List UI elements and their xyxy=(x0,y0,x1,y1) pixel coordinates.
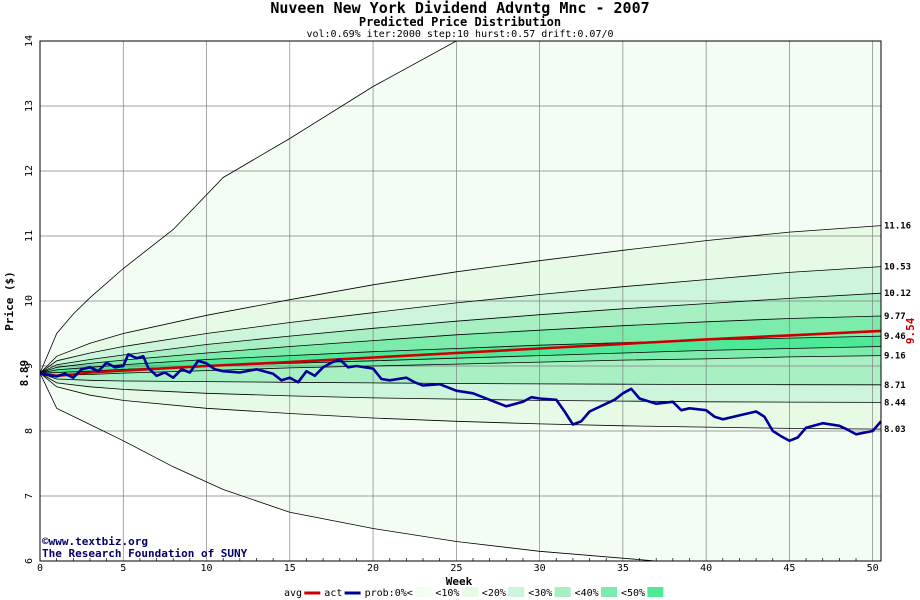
legend-label-4: <20% xyxy=(482,588,506,599)
chart-title: Nuveen New York Dividend Advntg Mnc - 20… xyxy=(270,0,649,17)
y-tick-label-6: 12 xyxy=(24,165,35,177)
legend-label-1: act xyxy=(324,588,342,599)
y-tick-label-5: 11 xyxy=(24,230,35,242)
y-tick-label-8: 14 xyxy=(24,35,35,47)
percentile-label-0: 11.16 xyxy=(884,222,911,232)
y-tick-label-4: 10 xyxy=(24,295,35,307)
band-lower-line-0 xyxy=(39,372,881,562)
y-tick-label-0: 6 xyxy=(24,558,35,564)
band-lower-line-3 xyxy=(39,372,882,386)
percentile-label-6: 8.71 xyxy=(884,381,906,391)
chart-params: vol:0.69% iter:2000 step:10 hurst:0.57 d… xyxy=(306,29,613,40)
legend-label-0: avg xyxy=(284,588,302,599)
y-tick-label-1: 7 xyxy=(24,493,35,499)
y-tick-label-3: 9 xyxy=(24,363,35,369)
band-lower-line-4 xyxy=(39,355,882,376)
band-lower-line-2 xyxy=(39,372,882,403)
x-axis-ticks: 0 5 10 15 20 25 30 35 40 45 50 xyxy=(37,558,879,574)
legend-swatch-4 xyxy=(508,587,525,597)
x-tick-label-1: 5 xyxy=(120,563,126,574)
x-tick-label-6: 30 xyxy=(534,563,546,574)
x-tick-label-9: 45 xyxy=(783,563,795,574)
band-lower-line-1 xyxy=(39,372,882,430)
legend-label-3: <10% xyxy=(435,588,459,599)
percentile-label-1: 10.53 xyxy=(884,263,911,273)
legend-swatch-3 xyxy=(461,587,478,597)
x-tick-label-3: 15 xyxy=(284,563,296,574)
percentile-label-3: 9.77 xyxy=(884,312,906,322)
percentile-label-7: 8.44 xyxy=(884,398,906,408)
x-tick-label-4: 20 xyxy=(367,563,379,574)
band-boundary-lines xyxy=(39,40,882,562)
series-line-act xyxy=(39,352,882,443)
legend-label-5: <30% xyxy=(528,588,552,599)
series-lines xyxy=(39,329,882,443)
band-upper-line-1 xyxy=(39,225,882,374)
percentile-label-2: 10.12 xyxy=(884,289,911,299)
percentile-label-8: 8.03 xyxy=(884,425,906,435)
end-price-label: 9.54 xyxy=(904,317,917,344)
x-tick-label-0: 0 xyxy=(37,563,43,574)
y-tick-label-7: 13 xyxy=(24,100,35,112)
percentile-label-5: 9.16 xyxy=(884,352,906,362)
band-upper-line-0 xyxy=(39,40,881,374)
credit-organization: The Research Foundation of SUNY xyxy=(42,547,248,560)
legend-swatch-6 xyxy=(601,587,617,597)
chart-subtitle: Predicted Price Distribution xyxy=(359,15,561,29)
x-tick-label-7: 35 xyxy=(617,563,629,574)
y-tick-label-2: 8 xyxy=(24,428,35,434)
x-tick-label-8: 40 xyxy=(700,563,712,574)
x-tick-label-10: 50 xyxy=(867,563,879,574)
legend-label-7: <50% xyxy=(621,588,645,599)
band-upper-line-3 xyxy=(39,292,882,374)
plot-frame xyxy=(39,40,882,562)
legend-swatch-5 xyxy=(554,587,571,597)
percentile-labels: 11.16 10.53 10.12 9.77 9.46 9.16 8.71 8.44 8.03 xyxy=(884,222,911,435)
percentile-label-4: 9.46 xyxy=(884,332,906,342)
legend-swatch-7 xyxy=(647,587,664,597)
x-axis-label: Week xyxy=(446,575,473,588)
x-tick-label-2: 10 xyxy=(201,563,213,574)
x-tick-label-5: 25 xyxy=(450,563,462,574)
legend-swatch-2 xyxy=(415,587,432,597)
legend: avg act prob:0%< <10% <20% <30% <40% <50% xyxy=(284,587,664,599)
credit-website: ©www.textbiz.org xyxy=(42,535,148,548)
y-axis-label: Price ($) xyxy=(3,271,16,331)
band-upper-line-4 xyxy=(39,315,882,374)
y-axis-ticks: 6 7 8 9 10 11 12 13 14 xyxy=(24,35,35,564)
legend-label-6: <40% xyxy=(575,588,599,599)
legend-label-2: prob:0%< xyxy=(365,588,413,599)
band-upper-line-2 xyxy=(39,266,882,374)
start-price-label: 8.89 xyxy=(18,360,31,387)
